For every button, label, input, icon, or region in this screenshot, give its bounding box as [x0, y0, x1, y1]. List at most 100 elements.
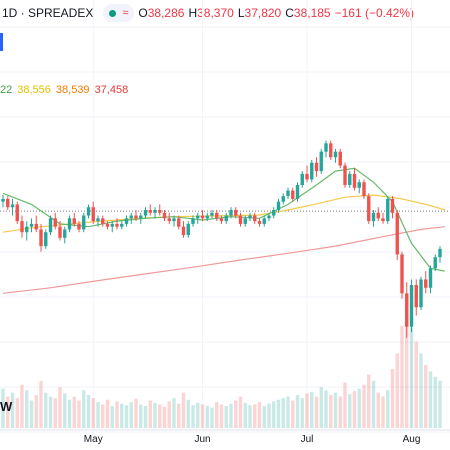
- candle-body: [405, 293, 409, 327]
- volume-bar: [48, 396, 53, 428]
- candle-body: [419, 279, 423, 308]
- candle-body: [67, 218, 72, 230]
- volume-bar: [286, 396, 290, 428]
- candle-body: [6, 198, 10, 208]
- volume-bar: [262, 406, 266, 428]
- volume-bar: [405, 321, 409, 428]
- indicator-value-4: 37,458: [94, 84, 129, 96]
- indicator-value-2: 38,556: [17, 84, 51, 96]
- volume-bar: [67, 399, 72, 428]
- volume-bar: [357, 388, 361, 428]
- candle-body: [120, 223, 124, 227]
- candle-body: [44, 232, 48, 247]
- candle-body: [139, 215, 143, 219]
- candle-body: [39, 229, 43, 247]
- candle-body: [115, 223, 119, 227]
- candle-body: [348, 173, 352, 185]
- candle-body: [229, 210, 233, 216]
- wave-icon: ≈: [122, 7, 129, 19]
- volume-bar: [129, 402, 133, 428]
- volume-bar: [101, 404, 105, 428]
- candle-body: [58, 226, 62, 238]
- candle-body: [267, 215, 271, 219]
- volume-bar: [205, 406, 209, 428]
- volume-bar: [433, 376, 437, 428]
- candle-body: [34, 223, 38, 230]
- candle-body: [110, 223, 114, 227]
- volume-bar: [310, 391, 314, 428]
- candle-body: [253, 215, 257, 222]
- volume-bar: [77, 400, 81, 428]
- symbol-interval-label[interactable]: 1D · SPREADEX: [2, 6, 94, 20]
- volume-bar: [324, 390, 328, 428]
- volume-bar: [253, 404, 257, 428]
- volume-bar: [200, 404, 205, 428]
- volume-bar: [20, 384, 24, 428]
- candle-body: [96, 218, 100, 222]
- volume-bar: [400, 325, 404, 428]
- volume-bar: [300, 398, 304, 428]
- volume-bar: [72, 396, 76, 428]
- volume-bar: [295, 395, 300, 428]
- candle-body: [238, 215, 243, 224]
- candle-body: [101, 218, 105, 224]
- volume-bar: [143, 406, 148, 428]
- candle-body: [134, 215, 138, 219]
- candle-body: [291, 190, 295, 199]
- volume-bar: [338, 396, 342, 428]
- candle-body: [124, 218, 129, 224]
- volume-bar: [172, 398, 176, 428]
- candle-body: [300, 173, 304, 185]
- volume-bar: [438, 380, 442, 428]
- indicator-value-1: 22: [0, 84, 13, 96]
- market-status-pill[interactable]: ≈: [103, 4, 135, 22]
- candle-body: [158, 210, 162, 213]
- volume-bar: [177, 403, 181, 428]
- volume-bar: [25, 390, 29, 428]
- volume-bar: [414, 341, 418, 428]
- volume-bar: [210, 407, 214, 428]
- volume-bar: [134, 398, 138, 428]
- candle-body: [105, 223, 110, 227]
- volume-bar: [352, 391, 357, 428]
- candle-body: [281, 196, 285, 202]
- volume-bar: [362, 384, 366, 428]
- candle-body: [1, 198, 5, 202]
- volume-bar: [386, 390, 390, 428]
- candle-body: [181, 226, 186, 235]
- candle-body: [186, 223, 190, 235]
- candle-body: [305, 173, 309, 180]
- candle-body: [424, 279, 428, 288]
- candle-body: [295, 185, 300, 199]
- candle-body: [215, 212, 219, 219]
- indicator-values-row: 22 38,556 38,539 37,458: [0, 84, 128, 96]
- volume-bar: [181, 392, 186, 428]
- candle-body: [148, 210, 152, 213]
- candle-body: [352, 173, 357, 188]
- open-value: O38,286: [138, 6, 185, 20]
- candle-body: [48, 218, 53, 233]
- candle-body: [357, 182, 361, 188]
- moving-average-slow-line: [2, 226, 445, 294]
- candle-body: [20, 221, 24, 233]
- volume-bar: [86, 395, 91, 428]
- candle-body: [86, 207, 91, 216]
- candle-body: [162, 212, 167, 219]
- candle-body: [276, 201, 281, 210]
- legend-toggle-handle[interactable]: [0, 33, 3, 51]
- volume-bar: [333, 392, 338, 428]
- volume-bar: [371, 380, 376, 428]
- candle-body: [172, 218, 176, 222]
- candle-body: [72, 218, 76, 224]
- x-tick-label: Jun: [194, 434, 210, 445]
- volume-bar: [196, 402, 200, 428]
- volume-bar: [257, 402, 262, 428]
- volume-bar: [376, 392, 380, 428]
- volume-bar: [219, 404, 224, 428]
- volume-bar: [186, 399, 190, 428]
- volume-bar: [96, 402, 100, 428]
- candle-body: [205, 215, 209, 219]
- candle-body: [82, 215, 86, 230]
- candle-body: [272, 210, 276, 216]
